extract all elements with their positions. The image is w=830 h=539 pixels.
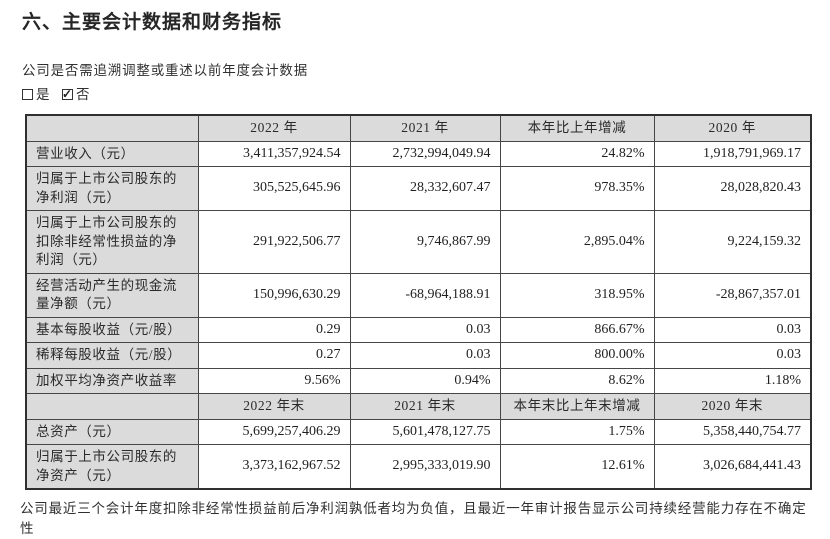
row-label-cell: 总资产（元） — [25, 418, 199, 445]
value-cell: 0.29 — [197, 316, 351, 343]
value-cell: 2,995,333,019.90 — [349, 444, 501, 490]
option-no-label: 否 — [76, 87, 90, 102]
value-cell: -28,867,357.01 — [653, 272, 812, 318]
option-no: 否 — [62, 86, 90, 103]
value-cell: 1.18% — [653, 367, 812, 394]
table-row: 基本每股收益（元/股） 0.29 0.03 866.67% 0.03 — [25, 316, 812, 343]
value-cell: 28,028,820.43 — [653, 166, 812, 211]
value-cell: 800.00% — [499, 342, 655, 369]
option-yes: 是 — [22, 86, 50, 103]
value-cell: 9,746,867.99 — [349, 210, 501, 274]
financial-indicators-table: 2022 年 2021 年本年比上年增减 2020 年营业收入（元） 3,411,35… — [25, 114, 812, 490]
value-cell: 0.94% — [349, 367, 501, 394]
row-label-cell: 基本每股收益（元/股） — [25, 316, 199, 343]
value-cell: 0.27 — [197, 342, 351, 369]
header-empty-cell — [25, 114, 199, 142]
column-header-cell: 2020 年末 — [653, 393, 812, 420]
value-cell: 3,411,357,924.54 — [197, 140, 351, 167]
table-header-row: 2022 年末 2021 年末 本年末比上年末增减 2020 年末 — [25, 393, 812, 420]
section-title: 六、主要会计数据和财务指标 — [22, 12, 283, 33]
value-cell: 0.03 — [349, 316, 501, 343]
column-header-cell: 2022 年末 — [197, 393, 351, 420]
value-cell: 9.56% — [197, 367, 351, 394]
table-row: 经营活动产生的现金流量净额（元） 150,996,630.29 -68,964,18… — [25, 272, 812, 318]
option-yes-label: 是 — [36, 87, 50, 102]
value-cell: 0.03 — [653, 316, 812, 343]
row-label-cell: 加权平均净资产收益率 — [25, 367, 199, 394]
column-header-cell: 2021 年 — [349, 114, 501, 142]
column-header-cell: 2022 年 — [197, 114, 351, 142]
header-empty-cell — [25, 393, 199, 420]
table-row: 归属于上市公司股东的净资产（元） 3,373,162,967.52 2,995,33… — [25, 444, 812, 490]
value-cell: 2,895.04% — [499, 210, 655, 274]
value-cell: 3,026,684,441.43 — [653, 444, 812, 490]
value-cell: 1.75% — [499, 418, 655, 445]
value-cell: 5,601,478,127.75 — [349, 418, 501, 445]
restatement-question: 公司是否需追溯调整或重述以前年度会计数据 — [22, 63, 308, 78]
value-cell: 0.03 — [349, 342, 501, 369]
checkbox-no-icon — [62, 86, 73, 103]
table-header-row: 2022 年 2021 年本年比上年增减 2020 年 — [25, 114, 812, 142]
table-row: 总资产（元） 5,699,257,406.29 5,601,478,127.75 1.… — [25, 418, 812, 445]
value-cell: 1,918,791,969.17 — [653, 140, 812, 167]
value-cell: 866.67% — [499, 316, 655, 343]
column-header-cell: 本年末比上年末增减 — [499, 393, 655, 420]
value-cell: 305,525,645.96 — [197, 166, 351, 211]
column-header-cell: 2020 年 — [653, 114, 812, 142]
value-cell: 2,732,994,049.94 — [349, 140, 501, 167]
row-label-cell: 稀释每股收益（元/股） — [25, 342, 199, 369]
value-cell: 12.61% — [499, 444, 655, 490]
footnote: 公司最近三个会计年度扣除非经常性损益前后净利润孰低者均为负值，且最近一年审计报告… — [20, 501, 807, 536]
table-row: 归属于上市公司股东的净利润（元） 305,525,645.96 28,332,607… — [25, 166, 812, 211]
value-cell: 291,922,506.77 — [197, 210, 351, 274]
value-cell: 318.95% — [499, 272, 655, 318]
value-cell: 3,373,162,967.52 — [197, 444, 351, 490]
column-header-cell: 本年比上年增减 — [499, 114, 655, 142]
value-cell: 8.62% — [499, 367, 655, 394]
row-label-cell: 经营活动产生的现金流量净额（元） — [25, 272, 199, 318]
restatement-answer: 是 否 — [22, 86, 812, 103]
value-cell: 978.35% — [499, 166, 655, 211]
value-cell: 24.82% — [499, 140, 655, 167]
table-row: 加权平均净资产收益率 9.56% 0.94% 8.62% 1.18% — [25, 367, 812, 394]
table-row: 营业收入（元） 3,411,357,924.54 2,732,994,049.94 2… — [25, 140, 812, 167]
row-label-cell: 营业收入（元） — [25, 140, 199, 167]
table-row: 稀释每股收益（元/股） 0.27 0.03 800.00% 0.03 — [25, 342, 812, 369]
value-cell: 28,332,607.47 — [349, 166, 501, 211]
value-cell: 9,224,159.32 — [653, 210, 812, 274]
value-cell: 0.03 — [653, 342, 812, 369]
row-label-cell: 归属于上市公司股东的净资产（元） — [25, 444, 199, 490]
checkbox-yes-icon — [22, 89, 33, 100]
row-label-cell: 归属于上市公司股东的净利润（元） — [25, 166, 199, 211]
column-header-cell: 2021 年末 — [349, 393, 501, 420]
value-cell: 5,358,440,754.77 — [653, 418, 812, 445]
row-label-cell: 归属于上市公司股东的扣除非经常性损益的净利润（元） — [25, 210, 199, 274]
value-cell: 5,699,257,406.29 — [197, 418, 351, 445]
value-cell: 150,996,630.29 — [197, 272, 351, 318]
table-row: 归属于上市公司股东的扣除非经常性损益的净利润（元） 291,922,506.77 9… — [25, 210, 812, 274]
value-cell: -68,964,188.91 — [349, 272, 501, 318]
